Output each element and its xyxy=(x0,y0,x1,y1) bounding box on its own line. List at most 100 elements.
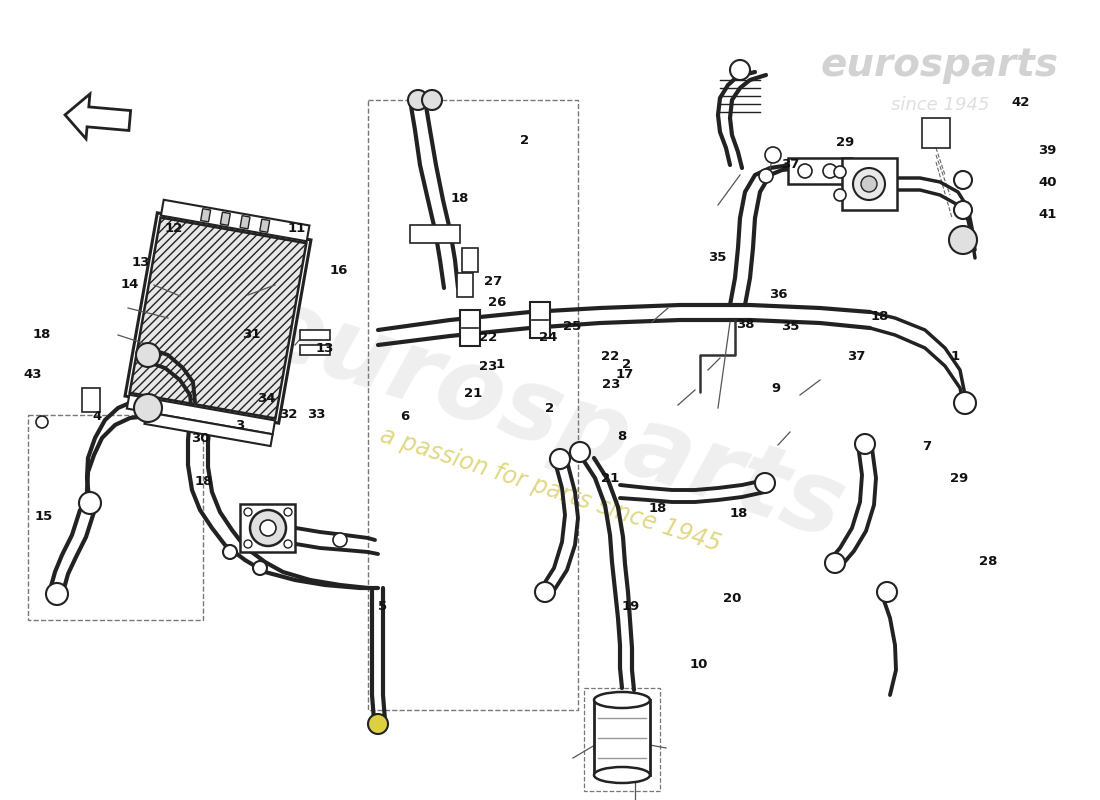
Text: 4: 4 xyxy=(92,410,101,422)
Circle shape xyxy=(250,510,286,546)
Circle shape xyxy=(422,90,442,110)
Bar xyxy=(594,700,650,775)
Bar xyxy=(126,394,275,434)
Circle shape xyxy=(949,226,977,254)
Circle shape xyxy=(764,147,781,163)
Text: 24: 24 xyxy=(539,331,557,344)
Circle shape xyxy=(759,169,773,183)
Text: eurosparts: eurosparts xyxy=(244,279,856,561)
Text: 2: 2 xyxy=(520,134,529,146)
Text: 39: 39 xyxy=(1038,144,1056,157)
Bar xyxy=(842,158,896,210)
Circle shape xyxy=(834,189,846,201)
Text: 22: 22 xyxy=(480,331,497,344)
Text: 28: 28 xyxy=(979,555,997,568)
Bar xyxy=(300,345,330,355)
Text: 15: 15 xyxy=(35,510,53,522)
Text: 18: 18 xyxy=(33,328,51,341)
Text: 23: 23 xyxy=(603,378,620,390)
Circle shape xyxy=(333,533,346,547)
Circle shape xyxy=(550,449,570,469)
Text: 19: 19 xyxy=(621,600,639,613)
Bar xyxy=(922,118,950,148)
Circle shape xyxy=(79,492,101,514)
Text: 18: 18 xyxy=(451,192,469,205)
Text: 33: 33 xyxy=(308,408,326,421)
Circle shape xyxy=(260,520,276,536)
Text: 16: 16 xyxy=(330,264,348,277)
Text: 7: 7 xyxy=(922,440,931,453)
Text: 18: 18 xyxy=(871,310,889,322)
Bar xyxy=(240,216,250,229)
Bar xyxy=(410,225,460,243)
Bar xyxy=(456,273,473,297)
Text: 38: 38 xyxy=(737,318,755,330)
Bar xyxy=(220,212,230,226)
Circle shape xyxy=(877,582,896,602)
Text: 13: 13 xyxy=(132,256,150,269)
Text: eurosparts: eurosparts xyxy=(821,46,1059,84)
Text: 34: 34 xyxy=(257,392,275,405)
Text: 1: 1 xyxy=(950,350,959,362)
Circle shape xyxy=(136,343,160,367)
Text: 23: 23 xyxy=(480,360,497,373)
Circle shape xyxy=(852,168,886,200)
Text: 18: 18 xyxy=(649,502,667,514)
Circle shape xyxy=(730,60,750,80)
Ellipse shape xyxy=(594,692,650,708)
Text: since 1945: since 1945 xyxy=(891,96,989,114)
Text: 9: 9 xyxy=(771,382,780,394)
Bar xyxy=(584,688,660,791)
Bar xyxy=(300,330,330,340)
Text: 14: 14 xyxy=(121,278,139,290)
Bar xyxy=(240,504,295,552)
Text: 5: 5 xyxy=(378,600,387,613)
Text: 42: 42 xyxy=(1012,96,1030,109)
Circle shape xyxy=(954,201,972,219)
Text: 21: 21 xyxy=(464,387,482,400)
Text: 22: 22 xyxy=(602,350,619,362)
Bar xyxy=(130,218,306,418)
Circle shape xyxy=(244,508,252,516)
Text: 29: 29 xyxy=(836,136,854,149)
Bar xyxy=(530,302,550,338)
Bar xyxy=(368,100,578,710)
Text: 8: 8 xyxy=(617,430,626,442)
Bar xyxy=(28,415,204,620)
Circle shape xyxy=(825,553,845,573)
Bar xyxy=(460,310,480,346)
Circle shape xyxy=(798,164,812,178)
Text: 26: 26 xyxy=(488,296,506,309)
Text: 2: 2 xyxy=(546,402,554,414)
Text: 43: 43 xyxy=(24,368,42,381)
Circle shape xyxy=(368,714,388,734)
Text: 37: 37 xyxy=(847,350,865,362)
Polygon shape xyxy=(65,94,131,138)
Text: 35: 35 xyxy=(708,251,726,264)
Text: 17: 17 xyxy=(616,368,634,381)
Circle shape xyxy=(954,392,976,414)
Bar xyxy=(161,200,309,242)
Text: 40: 40 xyxy=(1038,176,1056,189)
Circle shape xyxy=(253,561,267,575)
Circle shape xyxy=(284,540,292,548)
Ellipse shape xyxy=(594,767,650,783)
Text: 41: 41 xyxy=(1038,208,1056,221)
Text: 10: 10 xyxy=(690,658,707,670)
Text: a passion for parts since 1945: a passion for parts since 1945 xyxy=(376,423,724,557)
Circle shape xyxy=(954,171,972,189)
Text: 13: 13 xyxy=(316,342,333,354)
Text: 32: 32 xyxy=(279,408,297,421)
Bar xyxy=(82,388,100,412)
Circle shape xyxy=(284,508,292,516)
Text: 36: 36 xyxy=(770,288,788,301)
Text: 29: 29 xyxy=(950,472,968,485)
Text: 37: 37 xyxy=(781,158,799,170)
Circle shape xyxy=(134,394,162,422)
Text: 18: 18 xyxy=(730,507,748,520)
Text: 1: 1 xyxy=(496,358,505,370)
Circle shape xyxy=(855,434,875,454)
Text: 21: 21 xyxy=(602,472,619,485)
Text: 25: 25 xyxy=(563,320,581,333)
Circle shape xyxy=(36,416,48,428)
